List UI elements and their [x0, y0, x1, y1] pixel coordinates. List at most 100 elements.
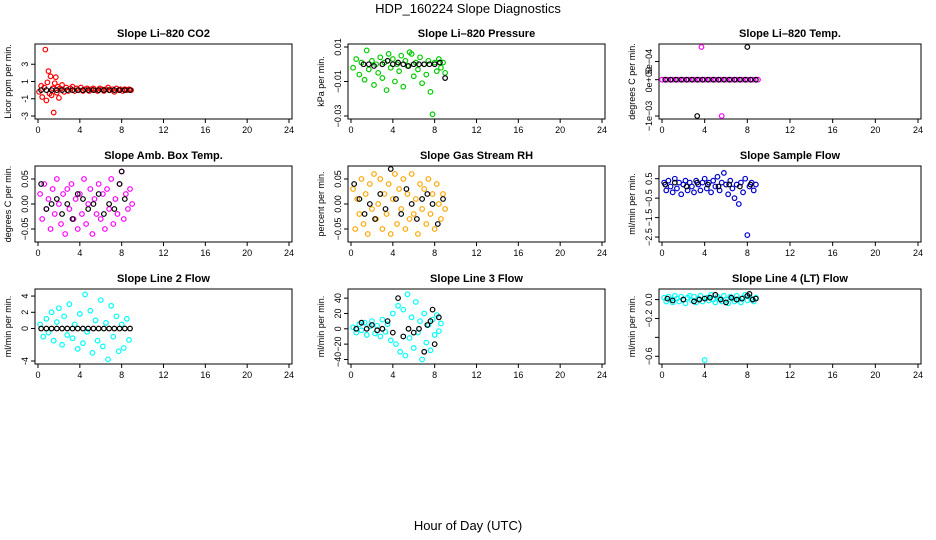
data-point — [715, 76, 722, 83]
data-point — [47, 73, 54, 80]
data-point — [104, 186, 110, 192]
data-point — [87, 307, 94, 314]
data-point — [667, 76, 674, 83]
data-point — [419, 196, 426, 202]
data-point — [39, 94, 46, 100]
y-tick-label: 0.5 — [644, 172, 654, 185]
data-point — [81, 176, 87, 182]
data-point — [353, 325, 360, 332]
data-point — [394, 221, 400, 227]
data-point — [708, 189, 714, 196]
panel-title: Slope Line 2 Flow — [117, 273, 210, 285]
data-point — [440, 191, 446, 197]
data-point — [726, 76, 733, 83]
data-point — [389, 56, 396, 62]
x-tick-label: 24 — [284, 125, 294, 135]
data-point — [118, 168, 125, 175]
data-point — [59, 341, 65, 348]
data-point — [79, 211, 85, 217]
data-point — [664, 295, 671, 302]
x-tick-label: 8 — [745, 248, 750, 258]
data-point — [680, 76, 687, 83]
data-point — [408, 201, 415, 207]
data-point — [375, 201, 382, 207]
data-point — [48, 201, 55, 207]
y-axis-label: ml/min per min. — [627, 296, 637, 358]
data-point — [675, 76, 681, 83]
x-tick-label: 20 — [555, 248, 565, 258]
data-point — [733, 76, 740, 83]
data-point — [393, 341, 399, 348]
data-point — [48, 309, 55, 316]
x-tick-label: 8 — [119, 370, 124, 380]
data-point — [704, 76, 711, 83]
data-point — [400, 61, 407, 68]
data-point — [87, 186, 94, 192]
data-point — [129, 201, 136, 207]
series-samples — [350, 291, 444, 363]
data-point — [379, 325, 386, 332]
data-point — [116, 325, 123, 332]
data-point — [678, 191, 685, 198]
data-point — [396, 68, 403, 75]
x-tick-label: 16 — [513, 248, 523, 258]
x-tick-label: 24 — [284, 248, 294, 258]
data-point — [704, 181, 711, 188]
x-tick-label: 0 — [35, 125, 40, 135]
data-point — [366, 181, 373, 187]
data-point — [699, 76, 706, 83]
data-point — [725, 191, 732, 198]
data-point — [680, 296, 687, 303]
data-point — [358, 176, 365, 182]
data-point — [108, 302, 115, 309]
data-point — [76, 311, 83, 317]
data-point — [103, 319, 109, 326]
data-point — [369, 322, 375, 328]
data-point — [111, 206, 118, 212]
data-point — [427, 88, 434, 95]
data-point — [111, 325, 118, 332]
data-point — [694, 113, 701, 119]
data-point — [735, 201, 742, 207]
data-point — [379, 226, 386, 232]
data-point — [678, 76, 685, 83]
x-tick-label: 12 — [158, 370, 168, 380]
y-tick-label: 0e+00 — [644, 67, 654, 92]
panel-4: Slope Amb. Box Temp. 0 4 8 12 16 20 24 −0.05 0.00… — [3, 150, 294, 258]
data-point — [427, 318, 434, 325]
y-tick-label: 2 — [20, 310, 30, 315]
plot-frame — [34, 43, 293, 120]
panel-title: Slope Li–820 Pressure — [418, 28, 535, 40]
data-point — [744, 76, 751, 83]
data-point — [427, 211, 434, 217]
data-point — [116, 181, 123, 187]
data-point — [48, 87, 55, 94]
x-tick-label: 16 — [828, 125, 838, 135]
data-point — [417, 318, 423, 325]
data-point — [68, 181, 75, 187]
x-tick-label: 4 — [702, 370, 707, 380]
y-tick-label: -3 — [20, 112, 30, 120]
data-point — [397, 348, 404, 355]
plot-frame — [658, 165, 922, 243]
series-samples — [661, 291, 759, 363]
data-point — [72, 196, 79, 202]
data-point — [398, 52, 405, 59]
data-point — [353, 329, 360, 336]
x-tick-label: 8 — [432, 370, 437, 380]
data-point — [374, 327, 381, 334]
data-point — [431, 226, 438, 232]
x-tick-label: 16 — [200, 125, 210, 135]
data-point — [125, 206, 131, 212]
data-point — [120, 216, 127, 222]
data-point — [110, 221, 117, 227]
x-tick-label: 12 — [471, 125, 481, 135]
x-tick-label: 8 — [745, 370, 750, 380]
x-tick-label: 4 — [77, 370, 82, 380]
data-point — [408, 314, 415, 321]
x-tick-label: 4 — [390, 370, 395, 380]
data-point — [89, 349, 96, 356]
data-point — [412, 299, 419, 305]
x-tick-label: 4 — [702, 125, 707, 135]
